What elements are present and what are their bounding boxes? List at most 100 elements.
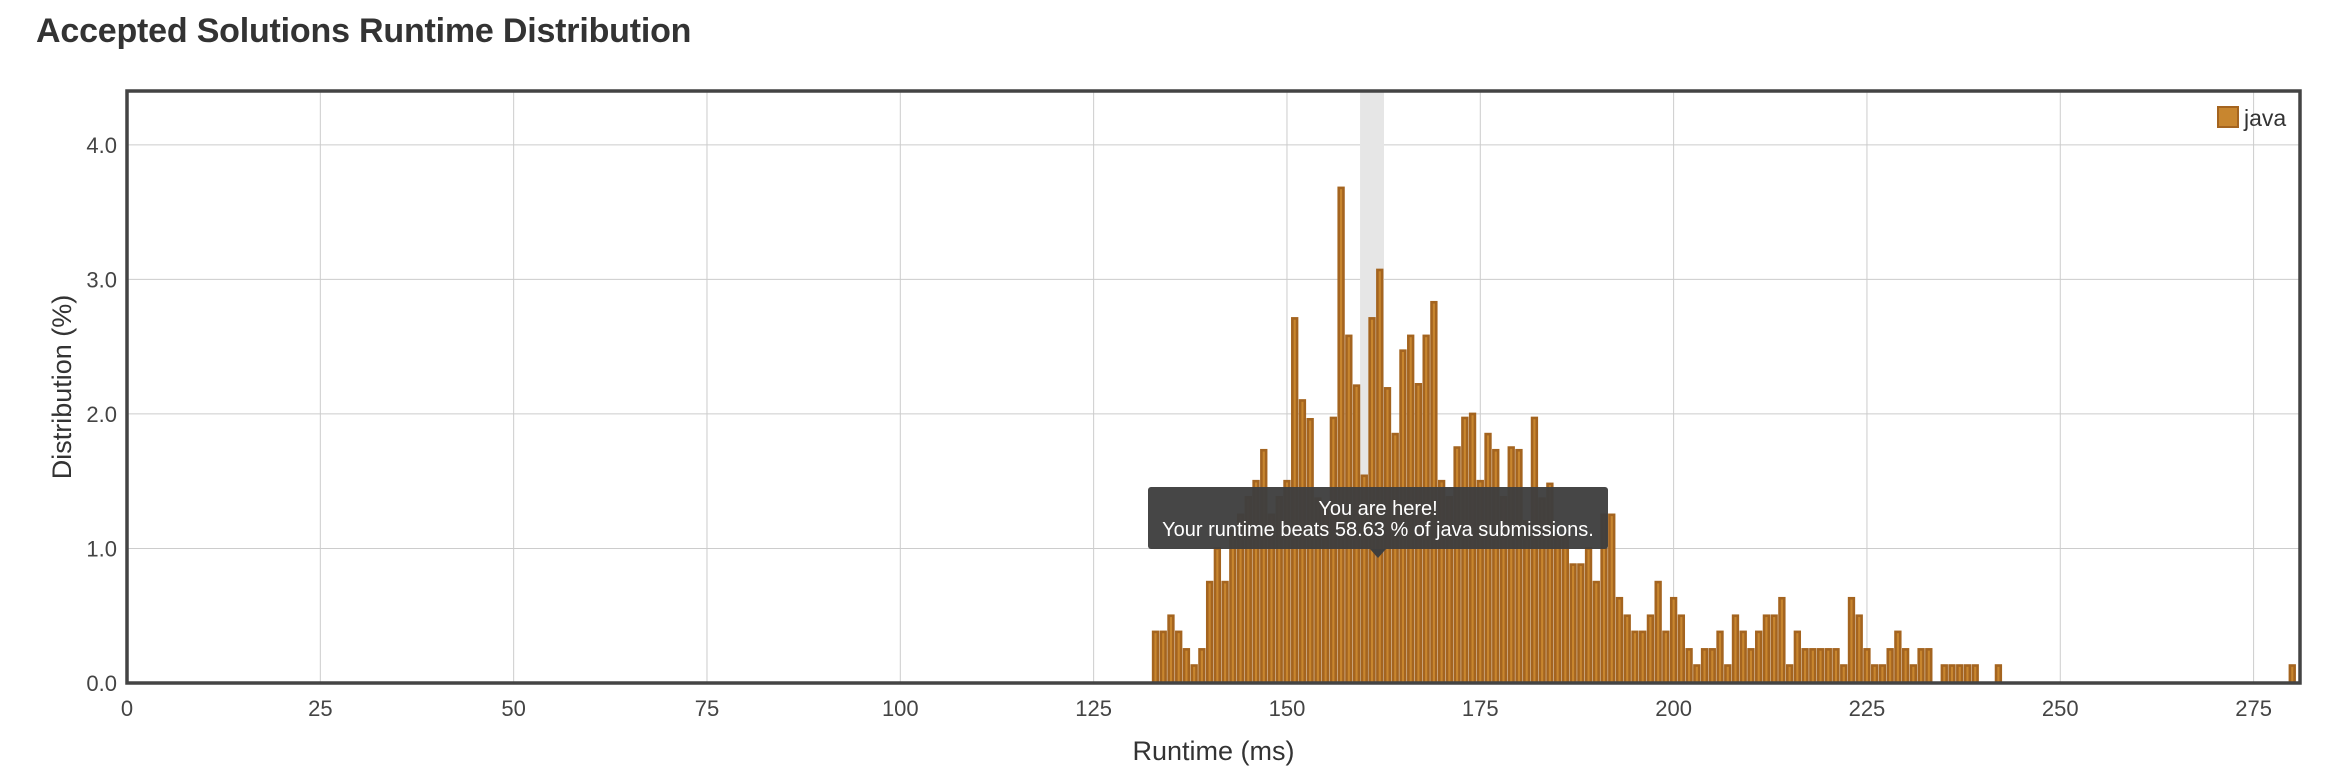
bar-205ms[interactable] [1708,648,1716,685]
bar-242ms[interactable] [1994,664,2003,685]
bar-136ms[interactable] [1175,630,1183,685]
plot-frame [125,89,2302,685]
bar-233ms[interactable] [1925,648,1933,685]
bar-189ms[interactable] [1584,547,1593,685]
bar-222ms[interactable] [1840,664,1848,685]
bar-202ms[interactable] [1685,648,1693,685]
bar-188ms[interactable] [1577,563,1585,685]
bar-195ms[interactable] [1631,630,1639,685]
bar-221ms[interactable] [1832,648,1840,685]
x-tick-label-0: 0 [121,696,133,721]
legend[interactable]: java [2217,105,2286,131]
bar-224ms[interactable] [1855,614,1863,685]
bar-239ms[interactable] [1971,664,1979,685]
bar-196ms[interactable] [1639,630,1647,685]
bar-203ms[interactable] [1693,664,1701,685]
legend-label-java: java [2243,105,2286,131]
bar-226ms[interactable] [1871,664,1879,685]
bar-137ms[interactable] [1182,648,1191,685]
y-tick-label-2.0: 2.0 [86,402,117,427]
tooltip-arrow [1370,549,1386,558]
bar-228ms[interactable] [1886,648,1894,685]
bar-157ms[interactable] [1337,186,1345,685]
bar-212ms[interactable] [1762,614,1771,685]
bar-231ms[interactable] [1909,664,1918,685]
x-tick-label-125: 125 [1075,696,1112,721]
bar-237ms[interactable] [1956,664,1964,685]
bar-214ms[interactable] [1778,596,1786,685]
bar-172ms[interactable] [1453,446,1461,685]
bar-193ms[interactable] [1615,596,1624,685]
x-tick-label-25: 25 [308,696,332,721]
bar-206ms[interactable] [1716,630,1724,685]
bar-211ms[interactable] [1755,630,1763,685]
x-tick-label-175: 175 [1462,696,1499,721]
bar-215ms[interactable] [1785,664,1794,685]
bar-207ms[interactable] [1724,664,1732,685]
bar-153ms[interactable] [1306,417,1314,685]
bar-235ms[interactable] [1940,664,1948,685]
y-axis-title: Distribution (%) [47,295,77,480]
bar-209ms[interactable] [1739,630,1747,685]
bar-134ms[interactable] [1159,630,1167,685]
grid [126,91,2300,684]
bar-164ms[interactable] [1391,432,1399,685]
bar-138ms[interactable] [1190,664,1198,685]
runtime-tooltip: You are here! Your runtime beats 58.63 %… [1148,487,1608,558]
bar-180ms[interactable] [1515,448,1523,685]
bar-190ms[interactable] [1592,580,1600,685]
bar-133ms[interactable] [1151,630,1160,685]
bar-225ms[interactable] [1863,648,1871,685]
bar-139ms[interactable] [1198,648,1206,685]
bar-223ms[interactable] [1847,596,1856,685]
bar-216ms[interactable] [1793,630,1802,685]
bar-182ms[interactable] [1530,416,1539,685]
bar-147ms[interactable] [1260,448,1268,685]
bar-192ms[interactable] [1608,513,1616,685]
bar-187ms[interactable] [1569,563,1577,685]
x-tick-label-200: 200 [1655,696,1692,721]
bar-217ms[interactable] [1801,648,1809,685]
bar-197ms[interactable] [1646,614,1655,685]
x-tick-label-100: 100 [882,696,919,721]
bar-140ms[interactable] [1205,580,1214,685]
legend-swatch-java [2217,106,2239,128]
tooltip-box [1148,487,1608,549]
bar-194ms[interactable] [1623,614,1631,685]
bar-218ms[interactable] [1809,648,1817,685]
bar-210ms[interactable] [1747,648,1755,685]
y-tick-label-4.0: 4.0 [86,133,117,158]
bar-177ms[interactable] [1492,448,1500,685]
bar-236ms[interactable] [1948,664,1956,685]
bar-173ms[interactable] [1461,416,1469,685]
bar-185ms[interactable] [1553,533,1562,685]
bar-186ms[interactable] [1561,533,1570,685]
bar-227ms[interactable] [1878,664,1887,685]
bar-238ms[interactable] [1963,664,1972,685]
bar-141ms[interactable] [1213,547,1222,685]
bar-213ms[interactable] [1770,614,1778,685]
bar-204ms[interactable] [1700,648,1709,685]
bar-179ms[interactable] [1507,446,1515,685]
bar-199ms[interactable] [1662,630,1670,685]
bar-229ms[interactable] [1894,630,1902,685]
bars [1151,186,2296,685]
bar-220ms[interactable] [1824,648,1832,685]
bar-135ms[interactable] [1167,614,1175,685]
page-title: Accepted Solutions Runtime Distribution [36,12,692,50]
bar-208ms[interactable] [1731,614,1740,685]
bar-156ms[interactable] [1329,416,1338,685]
bar-280ms[interactable] [2288,664,2296,685]
bar-232ms[interactable] [1917,648,1925,685]
bar-230ms[interactable] [1901,648,1910,685]
bar-198ms[interactable] [1654,580,1662,685]
bar-201ms[interactable] [1677,614,1686,685]
bar-162ms[interactable] [1376,268,1384,685]
bar-143ms[interactable] [1229,529,1237,685]
bar-219ms[interactable] [1816,648,1825,685]
bar-176ms[interactable] [1484,432,1492,685]
bar-200ms[interactable] [1669,596,1678,685]
x-tick-label-275: 275 [2235,696,2272,721]
bar-142ms[interactable] [1221,580,1229,685]
